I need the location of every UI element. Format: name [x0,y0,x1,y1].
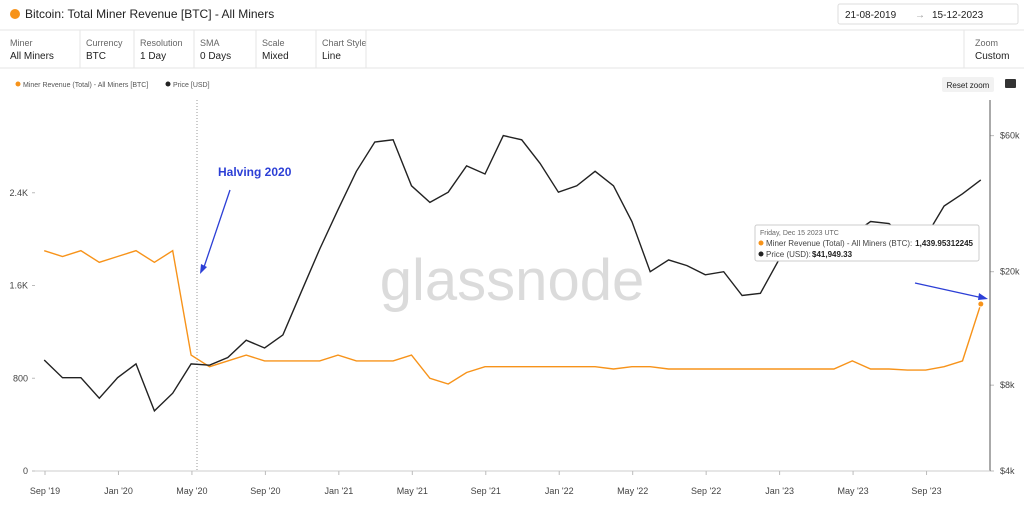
annotation: Halving 2020 [218,165,292,179]
x-tick-label: Sep '23 [911,486,941,496]
page-title: Bitcoin: Total Miner Revenue [BTC] - All… [25,7,274,21]
btc-icon [10,9,20,19]
y2-tick-label: $20k [1000,267,1020,277]
filter-label: Currency [86,38,123,48]
date-range[interactable] [837,3,1019,25]
arrow-head [978,293,988,300]
filter-label: Miner [10,38,33,48]
tooltip-value: 1,439.95312245 [915,239,973,248]
y2-tick-label: $4k [1000,466,1015,476]
legend-label[interactable]: Miner Revenue (Total) - All Miners [BTC] [23,82,148,89]
tooltip-dot [758,240,764,246]
filter-value[interactable]: Mixed [262,51,289,62]
tooltip: Friday, Dec 15 2023 UTC Miner Revenue (T… [754,224,980,262]
camera-icon[interactable] [1005,79,1016,88]
tooltip-label: Miner Revenue (Total) - All Miners (BTC)… [766,239,912,248]
y2-tick-label: $8k [1000,380,1015,390]
x-tick-label: Sep '20 [250,486,280,496]
x-tick-label: Sep '22 [691,486,721,496]
tooltip-label: Price (USD): [766,250,811,259]
x-tick-label: Jan '21 [324,486,353,496]
filter-label: Chart Style [322,38,367,48]
tooltip-date: Friday, Dec 15 2023 UTC [760,230,839,237]
watermark: glassnode [380,248,644,313]
filter-value[interactable]: All Miners [10,51,54,62]
hover-point [977,300,985,308]
x-tick-label: Jan '22 [545,486,574,496]
x-tick-label: Jan '20 [104,486,133,496]
filter-label: Resolution [140,38,183,48]
legend-marker [15,81,21,87]
date-arrow: → [915,10,925,21]
y-tick-label: 1.6K [9,281,28,291]
x-tick-label: May '20 [176,486,207,496]
x-tick-label: Sep '21 [471,486,501,496]
date-to[interactable]: 15-12-2023 [932,10,984,21]
plot: 0 800 1.6K 2.4K $4k $8k $20k $60k Sep '19 Jan '20… [9,81,1020,496]
filter-bar: Miner All Miners Currency BTC Resolution 1 Da… [10,30,367,68]
zoom-label: Zoom [975,38,998,48]
filter-value[interactable]: 0 Days [200,51,231,62]
filter-value[interactable]: Line [322,51,341,62]
filter-value[interactable]: 1 Day [140,51,166,62]
x-tick-label: May '21 [397,486,428,496]
reset-zoom-label[interactable]: Reset zoom [947,81,990,90]
x-tick-label: Sep '19 [30,486,60,496]
arrow-head [200,264,207,274]
y-tick-label: 800 [13,373,28,383]
annotation-arrow [202,189,231,271]
y-tick-label: 2.4K [9,188,28,198]
y-tick-label: 0 [23,466,28,476]
filter-label: Scale [262,38,285,48]
tooltip-dot [758,251,764,257]
tooltip-box [754,224,980,262]
reset-zoom-button[interactable] [942,77,994,92]
date-from[interactable]: 21-08-2019 [845,10,897,21]
legend-marker [165,81,171,87]
x-tick-label: May '23 [837,486,868,496]
y2-tick-label: $60k [1000,131,1020,141]
series-line [43,249,982,385]
x-tick-label: Jan '23 [765,486,794,496]
filter-value[interactable]: BTC [86,51,106,62]
filter-label: SMA [200,38,220,48]
zoom-value[interactable]: Custom [975,51,1009,62]
x-tick-label: May '22 [617,486,648,496]
legend-label[interactable]: Price [USD] [173,82,210,89]
tooltip-value: $41,949.33 [812,250,853,259]
annotation-arrow [914,282,984,299]
